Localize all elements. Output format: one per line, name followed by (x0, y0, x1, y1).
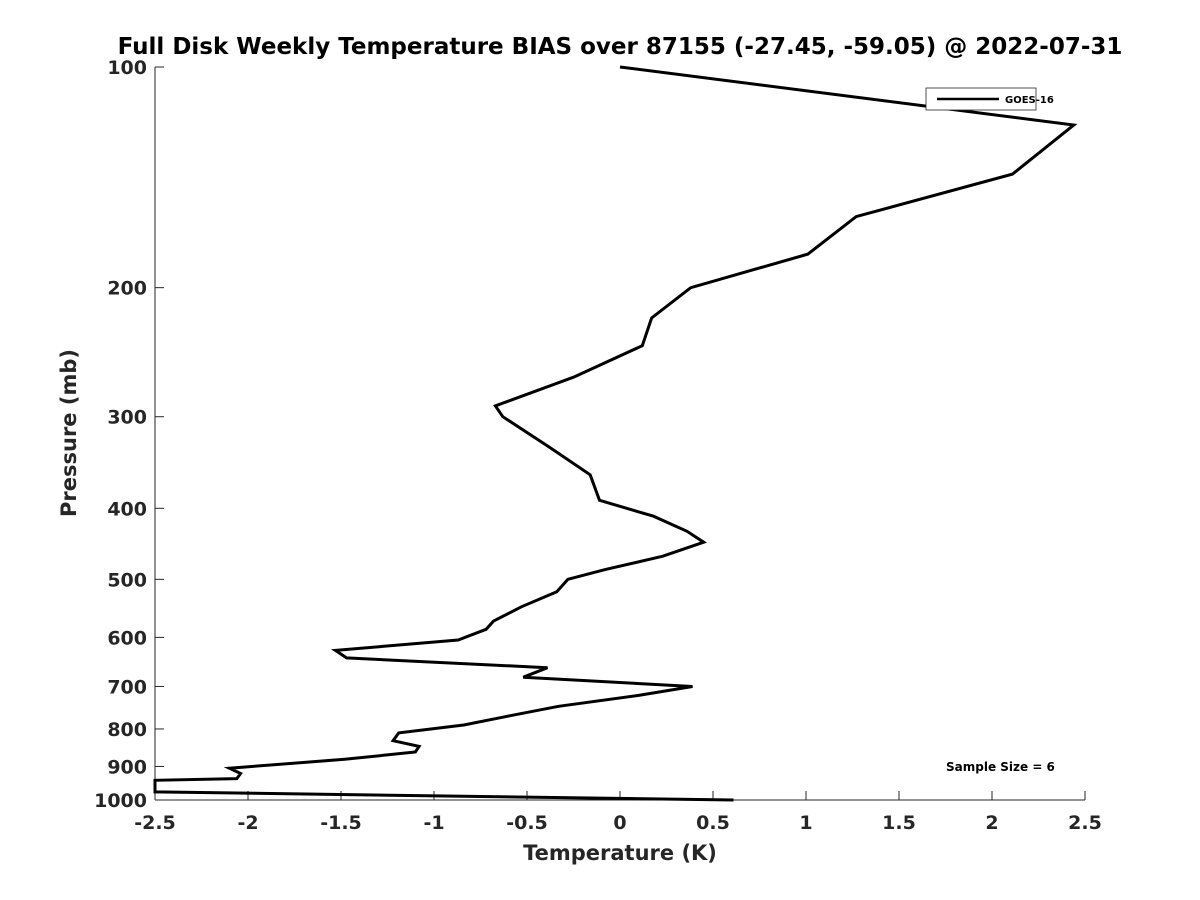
legend-entry-goes-16: GOES-16 (1005, 95, 1054, 106)
legend: GOES-16 (925, 87, 1054, 111)
y-tick-label: 900 (107, 756, 147, 778)
y-tick-label: 1000 (94, 790, 147, 812)
x-tick-label: -0.5 (506, 812, 548, 834)
x-ticks: -2.5 -2 -1.5 -1 -0.5 0 0.5 1 1.5 2 2.5 (134, 791, 1102, 834)
x-tick-label: 0 (613, 812, 626, 834)
y-tick-label: 500 (107, 569, 147, 591)
x-tick-label: -2.5 (134, 812, 176, 834)
x-tick-label: 1.5 (882, 812, 916, 834)
y-tick-label: 600 (107, 627, 147, 649)
y-tick-label: 200 (107, 278, 147, 300)
y-tick-label: 300 (107, 407, 147, 429)
y-tick-label: 700 (107, 676, 147, 698)
sample-size-annotation: Sample Size = 6 (946, 760, 1055, 774)
y-tick-label: 100 (107, 57, 147, 79)
x-axis-label: Temperature (K) (523, 841, 717, 865)
x-tick-label: 2 (985, 812, 998, 834)
y-axis-label: Pressure (mb) (57, 349, 81, 517)
series-line-goes-16 (153, 65, 1078, 802)
x-tick-label: -2 (237, 812, 258, 834)
x-tick-label: -1 (423, 812, 444, 834)
x-tick-label: -1.5 (320, 812, 362, 834)
x-tick-label: 1 (799, 812, 812, 834)
y-tick-label: 400 (107, 498, 147, 520)
chart-title: Full Disk Weekly Temperature BIAS over 8… (118, 34, 1123, 60)
series (153, 65, 1078, 802)
x-tick-label: 2.5 (1068, 812, 1102, 834)
y-ticks: 100 200 300 400 500 600 700 800 900 1000 (94, 57, 164, 812)
y-tick-label: 800 (107, 719, 147, 741)
x-tick-label: 0.5 (696, 812, 730, 834)
